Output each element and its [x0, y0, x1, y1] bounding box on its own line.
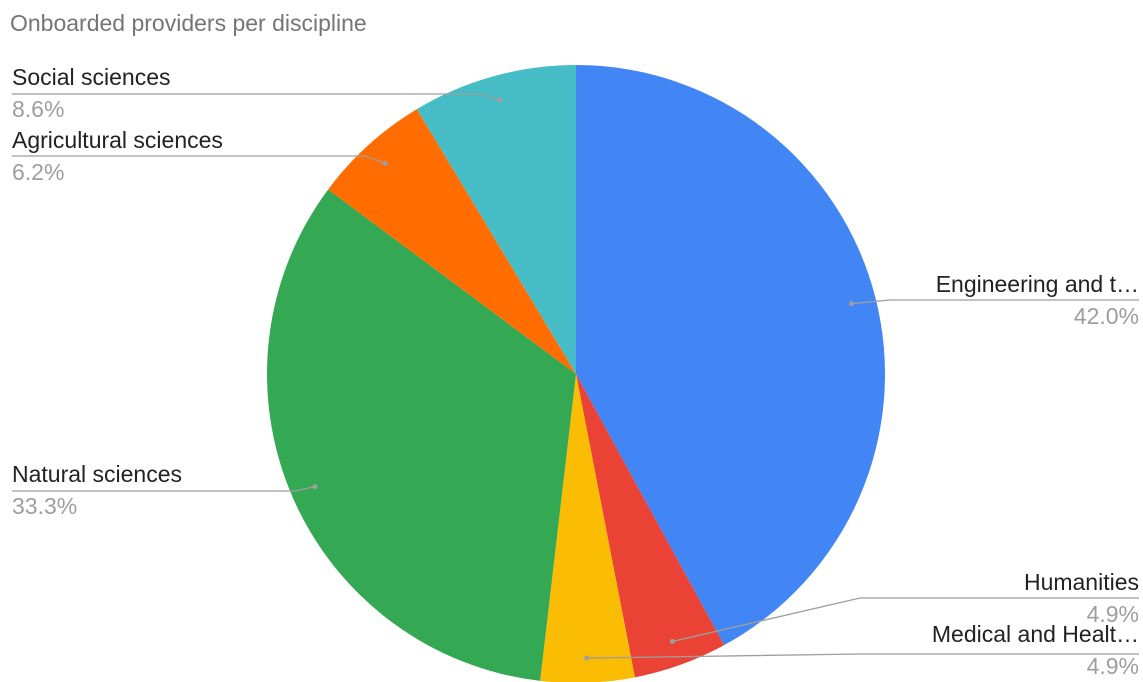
leader-line-medical-and-healt	[586, 653, 1139, 659]
leader-line-agricultural-sciences	[12, 155, 386, 164]
leader-dot-social-sciences	[497, 97, 503, 103]
leader-line-humanities	[672, 597, 1139, 643]
slice-percent-agricultural-sciences: 6.2%	[12, 159, 64, 185]
slice-label-agricultural-sciences: Agricultural sciences	[12, 127, 223, 153]
leader-dot-agricultural-sciences	[382, 160, 388, 166]
slice-percent-medical-and-healt: 4.9%	[1087, 653, 1139, 679]
labels-layer: Engineering and t…42.0%Humanities4.9%Med…	[12, 64, 1139, 679]
slice-label-engineering-and-t: Engineering and t…	[936, 271, 1139, 297]
slice-label-medical-and-healt: Medical and Healt…	[932, 621, 1139, 647]
leader-dot-natural-sciences	[312, 484, 318, 490]
pie-slice-medical-and-healt	[540, 374, 635, 682]
slices-layer	[266, 65, 885, 682]
chart-title: Onboarded providers per discipline	[10, 10, 367, 36]
pie-slice-agricultural-sciences	[328, 109, 576, 374]
leader-line-social-sciences	[12, 93, 501, 101]
slice-label-social-sciences: Social sciences	[12, 64, 171, 90]
pie-slice-social-sciences	[416, 65, 576, 374]
leader-line-natural-sciences	[12, 485, 316, 492]
pie-slice-natural-sciences	[266, 189, 576, 681]
slice-percent-social-sciences: 8.6%	[12, 96, 64, 122]
slice-label-natural-sciences: Natural sciences	[12, 461, 182, 487]
slice-label-humanities: Humanities	[1024, 569, 1139, 595]
leader-dot-engineering-and-t	[848, 301, 854, 307]
slice-percent-humanities: 4.9%	[1087, 601, 1139, 627]
slice-percent-natural-sciences: 33.3%	[12, 493, 77, 519]
pie-slice-engineering-and-t	[576, 65, 885, 646]
leader-dot-humanities	[669, 638, 675, 644]
slice-percent-engineering-and-t: 42.0%	[1074, 303, 1139, 329]
leader-line-engineering-and-t	[851, 299, 1139, 305]
pie-slice-humanities	[576, 374, 725, 678]
leader-dot-medical-and-healt	[584, 655, 590, 661]
